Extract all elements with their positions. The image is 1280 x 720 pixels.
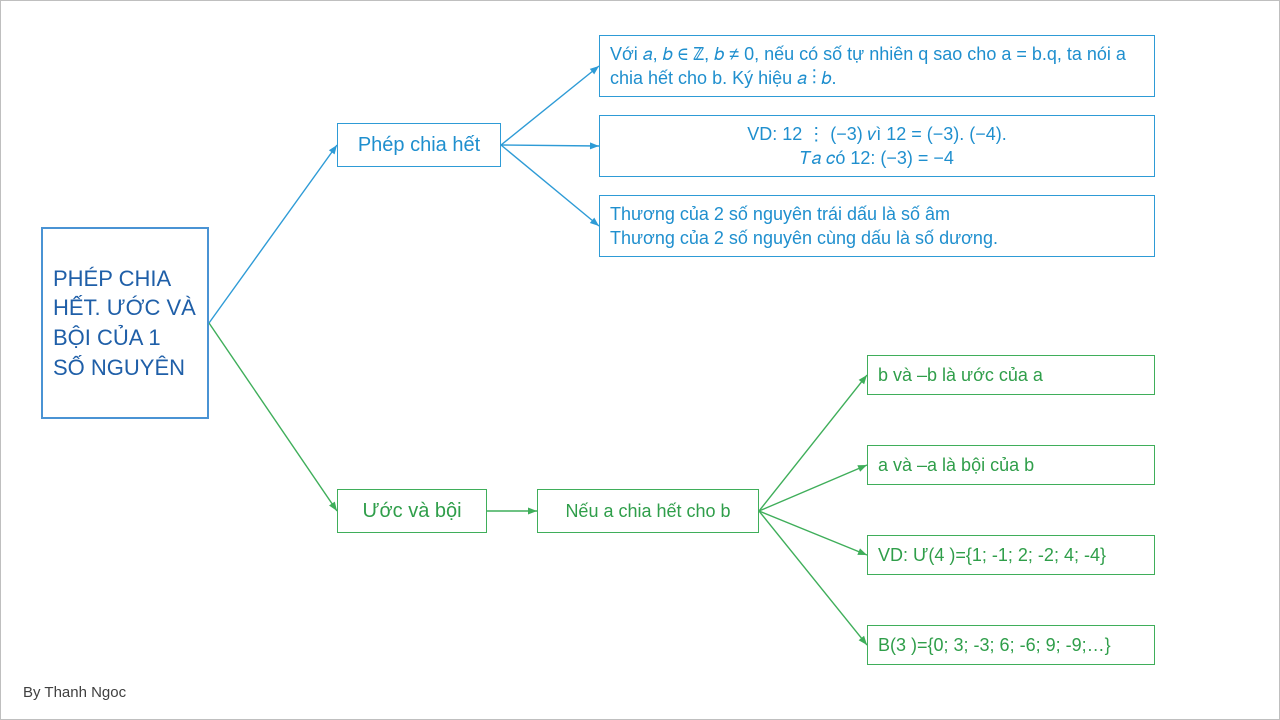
author-text: By Thanh Ngoc [23,684,126,701]
leaf-multiple-example: B(3 )={0; 3; -3; 6; -6; 9; -9;…} [867,625,1155,665]
leaf-text: b và –b là ước của a [878,363,1043,387]
branch-uoc-va-boi: Ước và bội [337,489,487,533]
leaf-text: VD: Ư(4 )={1; -1; 2; -2; 4; -4} [878,543,1106,567]
author-credit: By Thanh Ngoc [23,684,126,701]
leaf-text: a và –a là bội của b [878,453,1034,477]
node-text: Nếu a chia hết cho b [565,499,730,523]
leaf-text: Thương của 2 số nguyên trái dấu là số âm… [610,202,998,251]
leaf-text: B(3 )={0; 3; -3; 6; -6; 9; -9;…} [878,633,1111,657]
leaf-example-division: VD: 12 ⋮ (−3) 𝑣ì 12 = (−3). (−4).𝑇𝑎 𝑐ó 1… [599,115,1155,177]
leaf-text: Với 𝑎, 𝑏 ∈ ℤ, 𝑏 ≠ 0, nếu có số tự nhiên … [610,42,1144,91]
branch-phep-chia-het: Phép chia hết [337,123,501,167]
diagram-canvas: PHÉP CHIA HẾT. ƯỚC VÀ BỘI CỦA 1 SỐ NGUYÊ… [0,0,1280,720]
branch-label: Ước và bội [362,498,461,525]
leaf-text: VD: 12 ⋮ (−3) 𝑣ì 12 = (−3). (−4).𝑇𝑎 𝑐ó 1… [747,122,1007,171]
leaf-sign-rule: Thương của 2 số nguyên trái dấu là số âm… [599,195,1155,257]
leaf-definition: Với 𝑎, 𝑏 ∈ ℤ, 𝑏 ≠ 0, nếu có số tự nhiên … [599,35,1155,97]
root-node: PHÉP CHIA HẾT. ƯỚC VÀ BỘI CỦA 1 SỐ NGUYÊ… [41,227,209,419]
leaf-divisor-example: VD: Ư(4 )={1; -1; 2; -2; 4; -4} [867,535,1155,575]
node-condition: Nếu a chia hết cho b [537,489,759,533]
leaf-multiples: a và –a là bội của b [867,445,1155,485]
leaf-divisors: b và –b là ước của a [867,355,1155,395]
root-text: PHÉP CHIA HẾT. ƯỚC VÀ BỘI CỦA 1 SỐ NGUYÊ… [53,264,197,383]
branch-label: Phép chia hết [358,132,480,159]
